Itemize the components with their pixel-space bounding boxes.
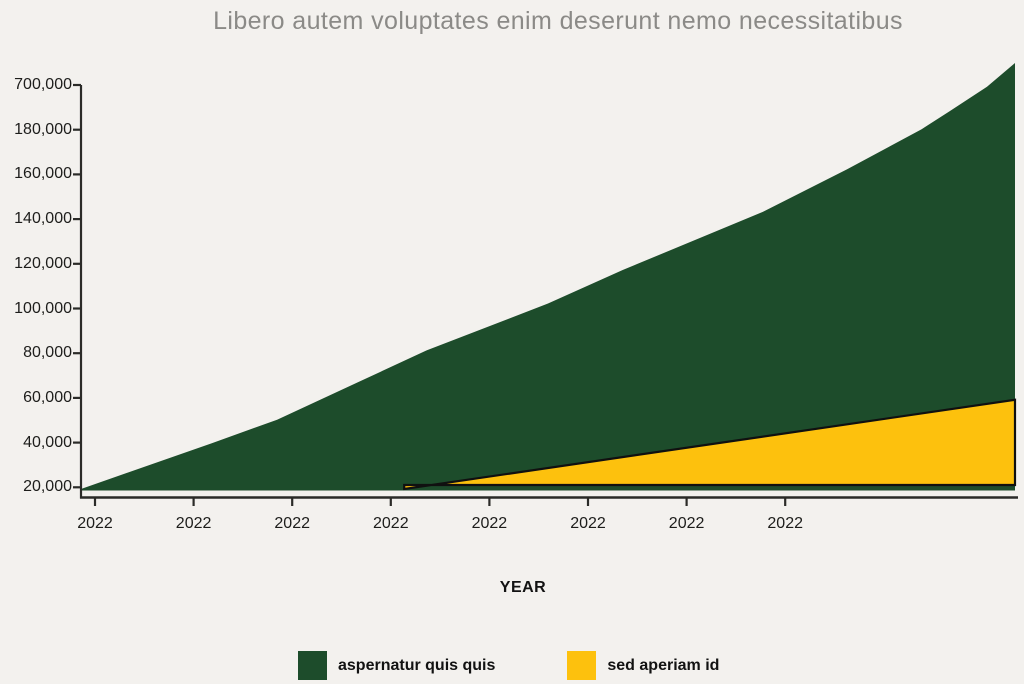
- y-tick-label: 60,000: [23, 388, 72, 406]
- x-tick-label: 2022: [373, 515, 409, 532]
- y-tick-label: 180,000: [14, 120, 72, 138]
- x-tick-label: 2022: [767, 515, 803, 532]
- x-tick-label: 2022: [175, 515, 212, 532]
- x-tick-label: 2022: [77, 515, 113, 532]
- area-series-aspernatur-quis-quis: [81, 63, 1015, 491]
- legend-item-aspernatur-quis-quis: aspernatur quis quis: [298, 651, 495, 680]
- legend-swatch-sed-aperiam-id: [567, 651, 597, 680]
- y-tick-label: 140,000: [14, 210, 72, 228]
- x-tick-label: 2022: [471, 515, 508, 532]
- legend: aspernatur quis quis sed aperiam id: [298, 651, 719, 680]
- y-tick-label: 80,000: [23, 344, 72, 362]
- y-tick-label: 700,000: [14, 76, 72, 93]
- legend-item-sed-aperiam-id: sed aperiam id: [567, 651, 719, 680]
- area-series-sed-aperiam-id: [403, 398, 1017, 491]
- y-tick-label: 160,000: [14, 165, 72, 183]
- legend-swatch-aspernatur-quis-quis: [298, 651, 327, 680]
- x-tick-label: 2022: [570, 515, 606, 532]
- x-axis-title: YEAR: [499, 579, 547, 596]
- legend-label: aspernatur quis quis: [338, 657, 496, 674]
- legend-label: sed aperiam id: [607, 657, 720, 674]
- x-tick-label: 2022: [668, 515, 705, 532]
- y-tick-label: 40,000: [23, 433, 72, 451]
- chart-title: Libero autem voluptates enim deserunt ne…: [213, 7, 903, 35]
- y-tick-label: 100,000: [14, 299, 72, 317]
- y-tick-label: 120,000: [14, 254, 72, 272]
- x-tick-label: 2022: [274, 515, 310, 532]
- y-tick-label: 20,000: [23, 478, 72, 496]
